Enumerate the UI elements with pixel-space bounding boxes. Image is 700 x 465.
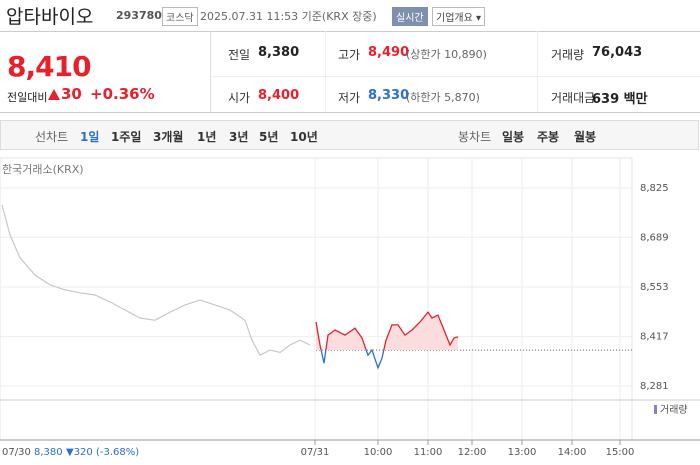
tab-item[interactable]: 1일 (80, 130, 100, 144)
volume-legend-swatch (654, 405, 657, 414)
company-button[interactable]: 기업개요 ▾ (432, 7, 486, 26)
y-tick-label: 8,689 (640, 232, 669, 243)
tab-bar (0, 120, 699, 150)
line (315, 311, 459, 351)
quote-value: 8,380 (258, 45, 300, 60)
y-tick-label: 8,553 (640, 282, 669, 293)
tab-item[interactable]: 5년 (259, 130, 279, 144)
tab-item[interactable]: 월봉 (574, 130, 597, 144)
x-tick-label: 10:00 (364, 447, 393, 458)
quote-sub: (상한가 10,890) (406, 48, 487, 61)
stock-name: 압타바이오 (6, 6, 94, 28)
x-tick-label: 13:00 (508, 447, 537, 458)
divider (0, 31, 700, 32)
y-tick-label: 8,825 (640, 183, 669, 194)
line (1, 204, 311, 357)
quote-sub: (하한가 5,870) (406, 91, 480, 104)
divider (0, 112, 700, 113)
change-rate: +0.36% (90, 85, 155, 103)
x-tick-label: 14:00 (558, 447, 587, 458)
quote-value: 639 백만 (592, 92, 648, 107)
quote-label: 전일 (228, 48, 251, 62)
y-tick-label: 8,417 (640, 332, 669, 343)
x-tick-label: 07/31 (301, 447, 330, 458)
quote-label: 거래량 (551, 48, 585, 62)
y-tick-label: 8,281 (640, 381, 669, 392)
footer-close: 8,380 (34, 447, 63, 458)
tab-label: 선차트 (35, 130, 69, 144)
tab-label: 봉차트 (458, 130, 492, 144)
tab-item[interactable]: 3개월 (153, 130, 184, 144)
quote-value: 8,490 (368, 45, 410, 60)
tab-item[interactable]: 3년 (229, 130, 249, 144)
market-badge: 코스닥 (162, 7, 198, 26)
plot-frame (0, 157, 633, 441)
stock-code: 293780 (116, 9, 162, 22)
x-tick-label: 11:00 (414, 447, 443, 458)
footer-date: 07/30 (2, 447, 31, 458)
tab-item[interactable]: 1년 (197, 130, 217, 144)
time-info: 2025.07.31 11:53 기준(KRX 장중) (200, 10, 377, 23)
volume-legend: 거래량 (660, 404, 688, 416)
change: 30 (61, 85, 82, 103)
tab-item[interactable]: 일봉 (502, 130, 525, 144)
divider (537, 31, 538, 112)
realtime-button[interactable]: 실시간 (392, 7, 428, 26)
quote-label: 저가 (338, 91, 361, 105)
current-price: 8,410 (7, 50, 92, 83)
quote-value: 8,400 (258, 88, 300, 103)
quote-label: 거래대금 (551, 91, 596, 105)
tab-item[interactable]: 주봉 (537, 130, 560, 144)
quote-value: 76,043 (592, 45, 643, 60)
footer-change: ▼320 (-3.68%) (66, 447, 139, 458)
company-button-text: 기업개요 (436, 13, 473, 24)
x-tick-label: 12:00 (458, 447, 487, 458)
divider (210, 31, 211, 112)
tab-item[interactable]: 10년 (290, 130, 318, 144)
quote-label: 시가 (228, 91, 251, 105)
quote-value: 8,330 (368, 88, 410, 103)
tab-item[interactable]: 1주일 (111, 130, 142, 144)
up-arrow (48, 89, 60, 100)
quote-label: 고가 (338, 48, 361, 62)
x-tick-label: 15:00 (606, 447, 635, 458)
area (316, 312, 458, 351)
chart-source: 한국거래소(KRX) (2, 163, 84, 176)
divider (325, 31, 326, 112)
change-label: 전일대비 (7, 91, 48, 104)
divider (210, 76, 700, 77)
